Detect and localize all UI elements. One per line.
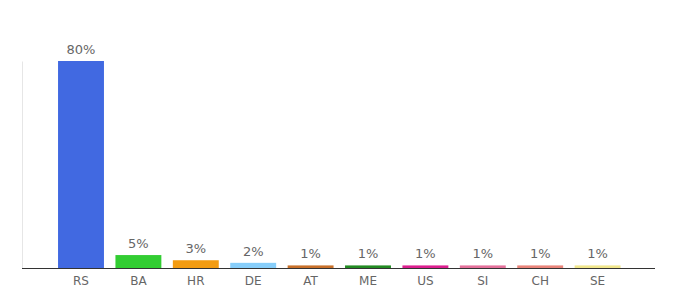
data-label: 80% [67, 42, 96, 57]
bar [58, 61, 104, 268]
x-tick-label: AT [303, 274, 318, 288]
data-label: 3% [185, 241, 206, 256]
x-tick: SI [477, 268, 488, 288]
data-label: 2% [243, 244, 264, 259]
bar [115, 255, 161, 268]
x-tick-label: CH [531, 274, 548, 288]
y-axis-line [22, 62, 23, 269]
bar [575, 265, 621, 268]
x-tick: US [417, 268, 433, 288]
x-tick: CH [531, 268, 548, 288]
x-tick: AT [303, 268, 318, 288]
x-tick: HR [187, 268, 204, 288]
x-tick-label: DE [245, 274, 262, 288]
data-label: 5% [128, 236, 149, 251]
data-label: 1% [415, 246, 436, 261]
data-label: 1% [358, 246, 379, 261]
bar [173, 260, 219, 268]
x-tick-label: HR [187, 274, 204, 288]
baseline [22, 268, 655, 269]
y-axis [22, 62, 23, 269]
data-labels: 80% 5% 3% 2% 1% 1% 1% 1% 1% 1% [67, 42, 608, 261]
data-label: 1% [472, 246, 493, 261]
x-tick-label: BA [130, 274, 147, 288]
x-tick-label: US [417, 274, 433, 288]
data-label: 1% [530, 246, 551, 261]
x-tick-label: SI [477, 274, 488, 288]
bar [517, 265, 563, 268]
x-tick: ME [359, 268, 377, 288]
x-axis: RS BA HR DE AT ME US SI CH SE [53, 268, 627, 288]
x-tick-label: RS [73, 274, 89, 288]
chart: RS BA HR DE AT ME US SI CH SE 80% 5% 3% 2% 1% 1% 1% 1% 1% 1… [0, 0, 680, 300]
bars [58, 61, 621, 268]
bar [288, 265, 334, 268]
x-tick: RS [73, 268, 89, 288]
x-tick-label: ME [359, 274, 377, 288]
data-label: 1% [300, 246, 321, 261]
bar [345, 265, 391, 268]
x-tick-label: SE [590, 274, 605, 288]
bar [402, 265, 448, 268]
x-axis-line [53, 268, 627, 269]
x-tick: DE [245, 268, 262, 288]
x-tick: SE [590, 268, 605, 288]
bar [230, 263, 276, 268]
data-label: 1% [587, 246, 608, 261]
x-tick: BA [130, 268, 147, 288]
bar [460, 265, 506, 268]
